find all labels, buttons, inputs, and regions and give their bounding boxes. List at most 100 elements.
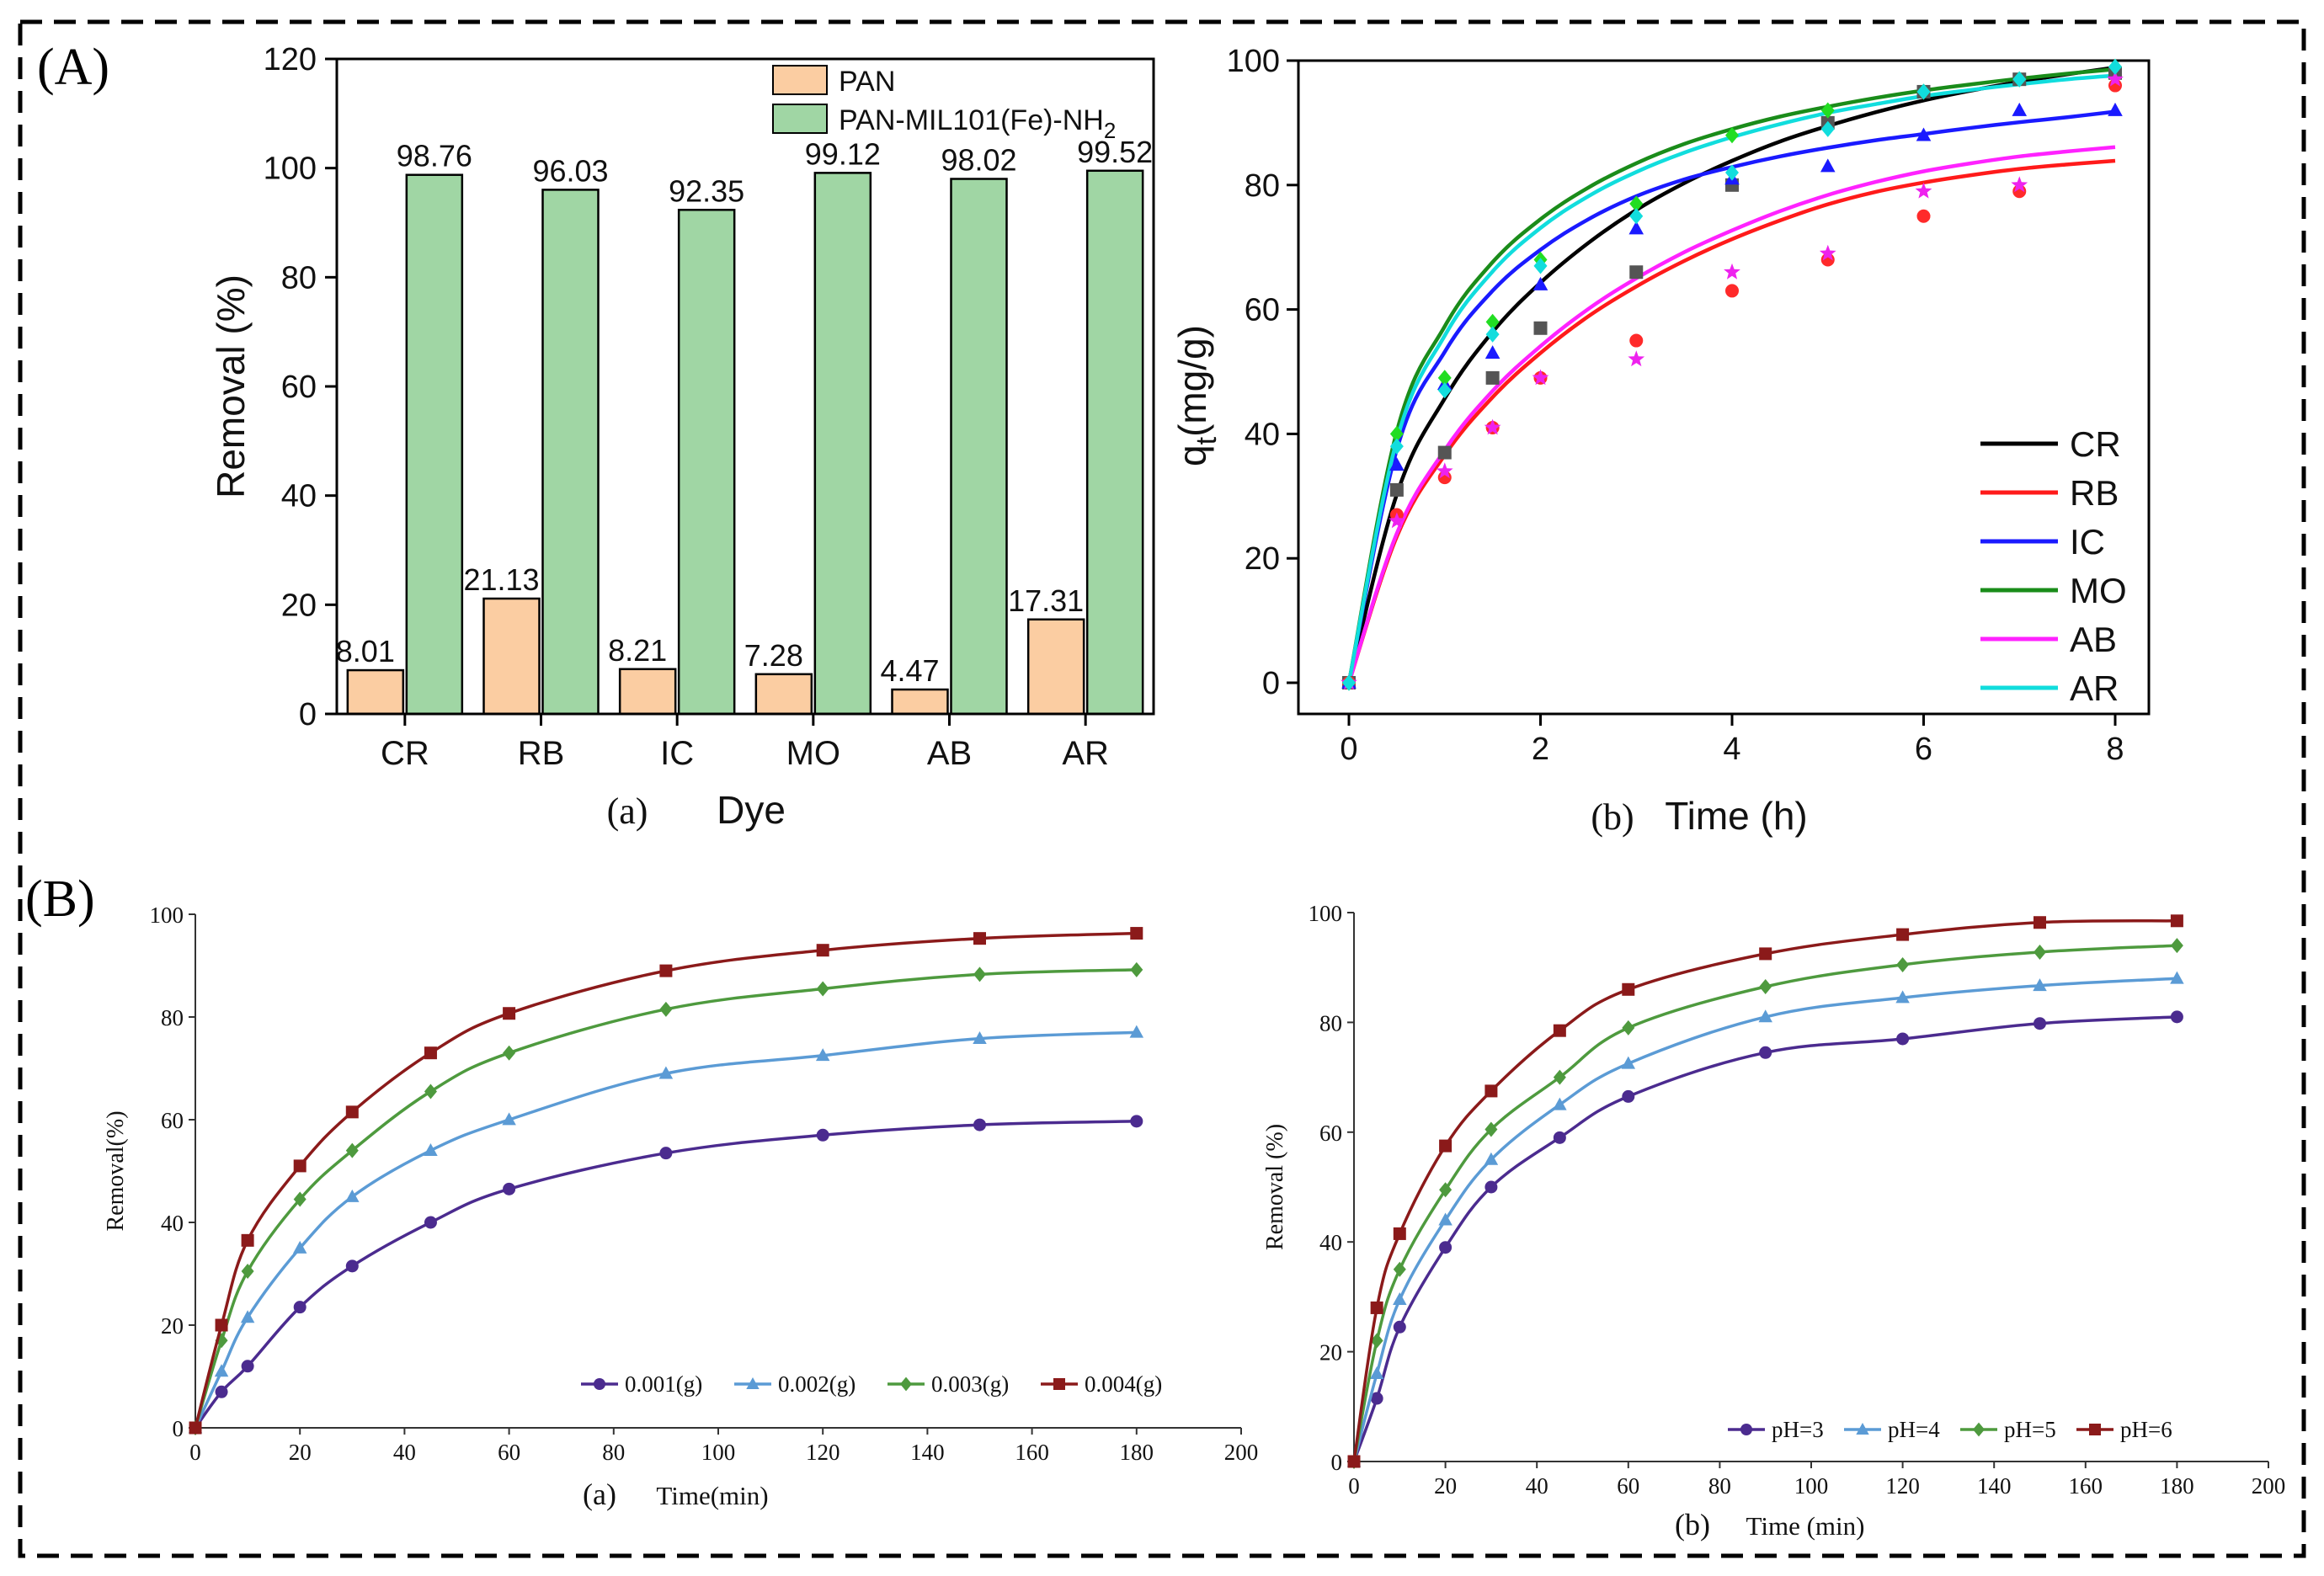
chart-A-b-qt-kinetics: 0 20 40 60 80 100 0 2 4 6 8 qt(mg/g) (b) Time (h) CR RB… [1170, 44, 2151, 838]
point-ph-4-3 [1438, 1212, 1452, 1226]
fit-curve-ab [1346, 145, 2116, 684]
point-ic-7 [1820, 158, 1836, 173]
x-tick-label: 120 [806, 1440, 840, 1465]
point-ph-5-5 [1553, 1069, 1566, 1085]
y-tick-label: 40 [281, 479, 317, 514]
point-0-001-g--3 [293, 1301, 306, 1314]
y-tick-label: 60 [1245, 293, 1280, 328]
x-tick-label: 0 [189, 1440, 201, 1465]
x-tick-label-ab: AB [927, 735, 972, 772]
data-label-0-0: 8.01 [336, 634, 395, 668]
point-ph-3-1 [1370, 1392, 1383, 1405]
legend-marker-0-002-g- [746, 1376, 760, 1389]
data-label-0-3: 7.28 [744, 638, 803, 673]
point-0-004-g--10 [1130, 927, 1143, 940]
series-line-0-002-g- [194, 1030, 1137, 1429]
point-ic-10 [2108, 102, 2123, 116]
point-ph-6-9 [2034, 916, 2046, 929]
point-0-004-g--7 [659, 964, 673, 977]
point-ph-3-6 [1622, 1089, 1635, 1103]
point-0-002-g--5 [424, 1142, 438, 1156]
point-0-003-g--2 [241, 1263, 254, 1279]
x-tick-label-ar: AR [1062, 735, 1109, 772]
x-tick-label: 2 [1532, 732, 1549, 767]
y-tick-label: 20 [281, 588, 317, 623]
bar-pan-mil101-fe-nh2-ab [950, 178, 1008, 716]
legend-marker-ph-6 [2089, 1424, 2101, 1435]
point-ph-5-3 [1439, 1182, 1452, 1198]
point-0-003-g--4 [345, 1142, 359, 1158]
point-ph-5-1 [1370, 1333, 1383, 1349]
point-mo-2 [1437, 370, 1452, 386]
y-tick-label: 20 [1245, 541, 1280, 577]
point-0-004-g--2 [241, 1233, 254, 1247]
point-ic-8 [1916, 127, 1932, 141]
point-mo-1 [1389, 425, 1404, 442]
point-ab-2 [1436, 462, 1453, 479]
point-ar-2 [1437, 382, 1452, 399]
point-cr-1 [1389, 482, 1404, 497]
point-ph-6-6 [1622, 982, 1635, 996]
point-ph-6-0 [1347, 1455, 1361, 1468]
x-axis-sublabel: (a) [607, 791, 648, 832]
point-cr-3 [1485, 370, 1500, 385]
y-tick-label: 0 [1262, 666, 1280, 701]
point-ph-3-2 [1393, 1320, 1406, 1334]
point-ph-4-9 [2033, 978, 2047, 992]
point-cr-4 [1533, 321, 1548, 335]
y-tick-label: 20 [1319, 1340, 1342, 1366]
legend-swatch-pan-mil101 [772, 104, 828, 134]
legend-label-ph-3: pH=3 [1772, 1417, 1824, 1442]
point-0-002-g--2 [240, 1310, 255, 1323]
data-label-1-5: 99.52 [1077, 135, 1153, 169]
y-tick-label: 60 [161, 1108, 184, 1133]
fit-curve-ic [1346, 109, 2116, 684]
point-rb-6 [1725, 284, 1739, 298]
x-tick-label: 4 [1723, 732, 1740, 767]
legend-swatch-pan [772, 65, 828, 95]
x-axis-label: Time (min) [1746, 1511, 1865, 1541]
point-ar-10 [2108, 58, 2122, 75]
point-ph-4-8 [1895, 990, 1910, 1004]
x-axis-sublabel: (a) [583, 1478, 616, 1511]
point-ar-5 [1629, 208, 1644, 225]
point-ab-8 [1915, 182, 1932, 199]
point-0-001-g--1 [215, 1385, 228, 1398]
bar-pan-mil101-fe-nh2-ar [1085, 169, 1144, 716]
data-label-0-4: 4.47 [880, 653, 939, 688]
x-axis-label: Dye [717, 788, 786, 832]
x-tick-label: 160 [2069, 1473, 2103, 1499]
x-tick-label: 20 [1434, 1473, 1457, 1499]
y-tick-label: 60 [1319, 1121, 1342, 1146]
point-0-002-g--9 [973, 1030, 987, 1044]
point-0-003-g--3 [293, 1191, 306, 1207]
series-line-ph-3 [1352, 1015, 2177, 1462]
y-label-t: t [1191, 436, 1223, 445]
bar-pan-mil101-fe-nh2-cr [405, 173, 464, 716]
point-ph-5-10 [2170, 938, 2183, 954]
legend-marker-ph-3 [1740, 1424, 1752, 1435]
point-ar-6 [1725, 164, 1739, 181]
point-rb-5 [1629, 333, 1644, 348]
x-tick-label-mo: MO [786, 735, 840, 772]
y-tick-label: 0 [1331, 1450, 1343, 1475]
point-0-004-g--8 [816, 944, 829, 957]
fit-curve-ar [1346, 73, 2116, 684]
point-0-004-g--1 [215, 1318, 228, 1332]
y-tick-label: 120 [264, 42, 317, 77]
point-ar-1 [1389, 438, 1404, 455]
y-axis-label: qt(mg/g) [1170, 325, 1223, 466]
x-tick-label-rb: RB [518, 735, 565, 772]
data-label-0-2: 8.21 [608, 633, 667, 668]
point-ph-6-4 [1484, 1084, 1498, 1098]
legend-label-sub: 2 [1104, 118, 1116, 143]
point-ar-3 [1485, 326, 1500, 343]
y-tick-label: 40 [161, 1211, 184, 1236]
point-cr-2 [1437, 445, 1452, 460]
y-tick-label: 80 [1245, 168, 1280, 204]
x-axis-sublabel: (b) [1591, 796, 1634, 838]
point-0-001-g--5 [424, 1216, 437, 1229]
legend-label-pan-mil101: PAN-MIL101(Fe)-NH2 [839, 104, 1116, 143]
legend-label-ic: IC [2070, 522, 2105, 562]
